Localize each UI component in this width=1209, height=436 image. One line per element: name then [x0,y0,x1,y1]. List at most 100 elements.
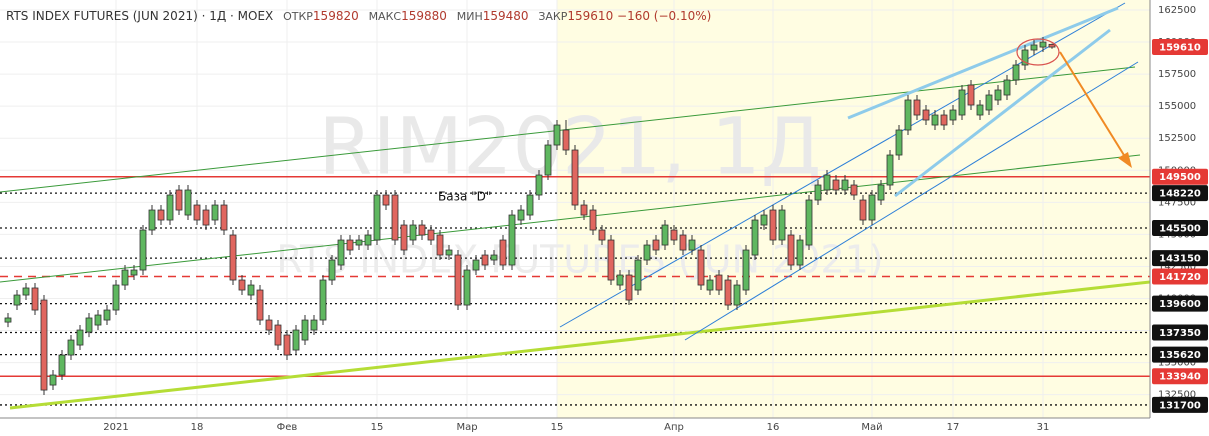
candle-body [166,194,174,221]
candle-body [724,279,732,306]
candle-body [94,314,102,326]
candle-body [472,259,480,271]
candle-body [895,129,903,156]
candle-body [985,94,993,111]
candle-body [517,209,525,221]
candle-body [409,224,417,241]
price-badge-label: 139600 [1159,299,1201,310]
candle-body [355,239,363,246]
time-axis [0,418,1150,436]
candle-body [643,244,651,261]
candle-body [508,214,516,266]
candle-body [598,229,606,241]
candle-body [49,374,57,386]
y-tick-label: 155000 [1158,101,1196,112]
x-tick-label: 16 [767,422,780,433]
x-tick-label: 2021 [103,422,128,433]
candle-body [130,269,138,276]
price-badge-label: 141720 [1159,272,1201,283]
candle-body [220,204,228,231]
candle-body [886,154,894,186]
candle-body [301,319,309,341]
candle-body [1030,44,1038,51]
x-tick-label: Мар [456,422,477,433]
candle-body [868,194,876,221]
candle-body [391,194,399,241]
candle-body [859,199,867,221]
price-badge [1152,219,1208,236]
candle-body [571,149,579,206]
candle-body [310,319,318,331]
candle-body [292,329,300,351]
candle-body [679,234,687,251]
y-tick-label: 142500 [1158,261,1196,272]
candle-body [58,354,66,376]
candle-body [742,249,750,291]
candle-body [337,239,345,266]
candle-body [553,124,561,146]
candle-body [607,239,615,281]
price-badge [1152,39,1208,56]
ohlc-key: МИН [456,10,483,23]
candle-body [202,209,210,226]
x-tick-label: 15 [371,422,384,433]
candle-body [913,99,921,116]
candle-body [247,284,255,296]
candle-body [1021,49,1029,66]
candle-body [382,194,390,206]
candle-body [328,259,336,281]
ohlc-value: 159610 [567,9,614,23]
price-badge [1152,295,1208,312]
candle-body [994,89,1002,101]
candle-body [274,324,282,346]
candle-body [580,204,588,216]
candle-body [31,287,39,311]
candle-body [661,224,669,246]
x-tick-label: 18 [191,422,204,433]
y-tick-label: 162500 [1158,5,1196,16]
x-tick-label: 31 [1037,422,1050,433]
candle-body [796,239,804,266]
candle-body [112,284,120,311]
candle-body [823,174,831,191]
candle-body [454,254,462,306]
highlight-ellipse [1016,38,1060,66]
candle-body [544,144,552,176]
candle-body [949,109,957,121]
price-badges: 159610 149500 148220 145500 143150 141720 1396… [1152,39,1208,413]
candle-body [535,174,543,196]
candle-body [481,254,489,266]
candles [4,37,1056,396]
candle-body [922,109,930,121]
price-badge-label: 143150 [1159,254,1201,265]
candle-body [1039,41,1047,48]
y-tick-label: 157500 [1158,69,1196,80]
candle-body [1003,79,1011,96]
annotation: База "D" [438,190,491,204]
candle-body [751,219,759,256]
candle-body [40,299,48,391]
price-badge-label: 135620 [1159,350,1201,361]
candle-body [733,284,741,306]
candle-body [283,334,291,356]
x-tick-label: Фев [277,422,298,433]
candle-body [850,184,858,196]
price-badge [1152,250,1208,267]
candle-body [769,209,777,241]
candle-body [148,209,156,231]
candle-body [562,129,570,151]
change: −160 (−0.10%) [617,9,712,23]
candle-body [589,209,597,231]
candle-body [238,279,246,291]
candle-body [364,234,372,246]
watermark: RIM2021, 1Д [318,102,821,192]
candle-body [103,309,111,321]
candle-body [670,229,678,241]
price-axis [1150,0,1209,436]
price-badge-label: 149500 [1159,172,1201,183]
candle-body [877,184,885,201]
candle-body [904,99,912,131]
candle-body [526,194,534,216]
candle-body [634,259,642,291]
price-badge-label: 159610 [1159,43,1201,54]
